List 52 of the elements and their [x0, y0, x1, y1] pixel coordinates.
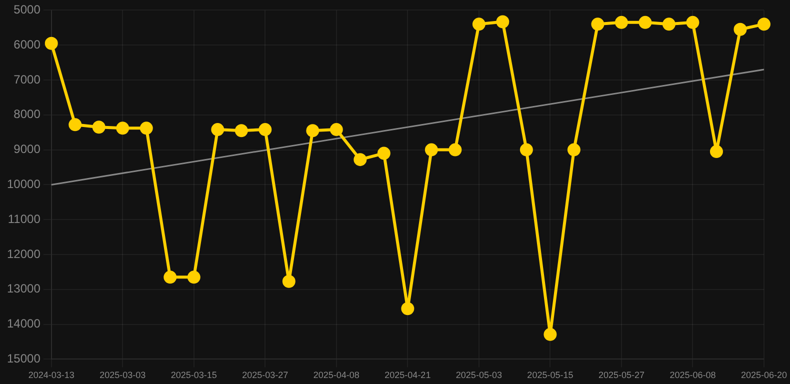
y-tick-label: 12000 — [6, 246, 41, 261]
y-tick-label: 6000 — [14, 37, 41, 52]
point — [92, 120, 106, 134]
point — [448, 143, 462, 156]
x-tick-label: 2024-03-13 — [28, 370, 74, 380]
point — [164, 270, 177, 284]
point — [638, 16, 652, 29]
point — [187, 270, 200, 284]
point — [472, 18, 486, 31]
x-tick-label: 2025-04-21 — [384, 370, 431, 380]
point — [662, 18, 676, 31]
x-tick-label: 2025-04-08 — [313, 370, 360, 380]
point — [567, 143, 580, 156]
point — [258, 123, 272, 136]
y-tick-label: 10000 — [6, 177, 41, 192]
y-tick-label: 11000 — [8, 212, 41, 226]
point — [710, 145, 723, 158]
point — [496, 15, 510, 28]
y-tick-label: 8000 — [14, 107, 41, 122]
point — [520, 143, 533, 156]
x-tick-label: 2025-03-15 — [170, 370, 217, 380]
point — [68, 118, 82, 132]
x-tick-label: 2025-03-03 — [100, 370, 146, 380]
point — [282, 274, 296, 288]
point — [591, 18, 604, 31]
point — [757, 18, 770, 31]
x-tick-label: 2025-05-03 — [456, 370, 502, 380]
point — [116, 122, 130, 135]
point — [377, 146, 390, 160]
y-tick-label: 13000 — [6, 282, 41, 296]
x-tick-label: 2025-06-20 — [740, 370, 788, 380]
y-tick-label: 7000 — [14, 72, 41, 86]
point — [614, 16, 628, 29]
point — [734, 22, 747, 36]
point — [211, 123, 224, 136]
y-tick-label: 15000 — [6, 352, 41, 366]
y-tick-label: 5000 — [14, 2, 41, 17]
x-tick-label: 2025-03-27 — [242, 370, 288, 380]
y-tick-label: 14000 — [6, 316, 41, 331]
point — [686, 16, 700, 29]
x-tick-label: 2025-06-08 — [670, 370, 716, 380]
point — [306, 124, 320, 138]
y-tick-label: 9000 — [14, 142, 41, 156]
x-tick-label: 2025-05-27 — [598, 370, 644, 380]
x-tick-label: 2025-05-15 — [527, 370, 574, 380]
point — [424, 143, 438, 156]
point — [544, 328, 557, 341]
point — [330, 123, 343, 136]
point — [354, 153, 367, 166]
point — [140, 122, 153, 135]
point — [234, 124, 248, 138]
point — [401, 302, 414, 316]
